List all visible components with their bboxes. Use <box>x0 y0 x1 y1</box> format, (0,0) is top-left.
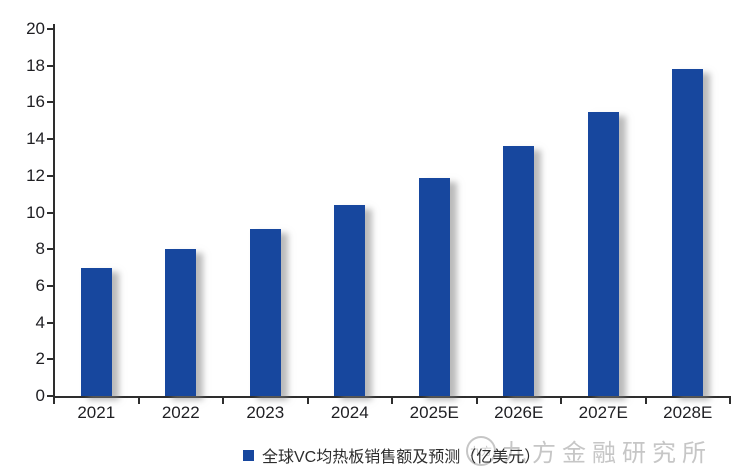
y-tick <box>47 64 54 67</box>
bar-2027E <box>587 111 619 396</box>
x-tick-label-2023: 2023 <box>246 403 285 422</box>
legend-marker-icon <box>243 449 254 461</box>
x-tick-label-2027E: 2027E <box>578 403 628 422</box>
bar-2028E <box>672 69 704 396</box>
y-tick-label: 2 <box>35 349 45 369</box>
y-axis-line <box>53 24 55 398</box>
x-tick-label-2022: 2022 <box>161 403 200 422</box>
y-tick <box>47 395 54 397</box>
y-tick <box>47 101 54 104</box>
y-tick-label: 10 <box>26 202 45 222</box>
bar-2025E <box>418 177 450 396</box>
y-tick-label: 12 <box>26 165 45 185</box>
watermark-logo-text: 九方 <box>470 445 492 458</box>
x-tick <box>560 398 562 404</box>
bar-2023 <box>249 229 281 396</box>
y-tick-label: 8 <box>35 239 45 259</box>
x-tick-label-2028E: 2028E <box>663 403 713 422</box>
x-tick <box>222 398 224 404</box>
x-tick-label-2025E: 2025E <box>409 403 459 422</box>
legend-label: 全球VC均热板销售额及预测（亿美元） <box>262 449 541 466</box>
y-tick-label: 4 <box>35 312 45 332</box>
bar-2022 <box>165 249 197 396</box>
bar-2021 <box>80 267 112 396</box>
x-axis-line <box>53 396 731 398</box>
watermark: 九方 九方金融研究所 <box>466 433 712 468</box>
legend: 全球VC均热板销售额及预测（亿美元） <box>243 443 540 467</box>
y-tick-label: 6 <box>35 275 45 295</box>
x-tick <box>137 398 140 404</box>
watermark-text: 九方金融研究所 <box>502 440 712 467</box>
y-tick-label: 18 <box>26 55 45 75</box>
x-tick <box>475 398 478 404</box>
y-tick <box>47 174 54 177</box>
y-tick <box>47 321 54 324</box>
y-tick <box>47 248 54 251</box>
y-tick-label: 0 <box>35 386 45 405</box>
y-tick <box>47 28 54 30</box>
x-tick-label-2021: 2021 <box>77 403 116 422</box>
y-tick <box>47 284 54 287</box>
bar-2024 <box>334 205 366 396</box>
x-tick <box>729 398 731 404</box>
x-tick <box>644 398 647 404</box>
y-tick-label: 20 <box>26 19 45 38</box>
x-tick <box>53 398 55 404</box>
watermark-logo-icon: 九方 <box>466 435 496 466</box>
x-tick <box>306 398 309 404</box>
y-tick <box>47 358 54 361</box>
y-tick <box>47 138 54 141</box>
x-tick <box>391 398 393 404</box>
y-tick <box>47 211 54 214</box>
y-tick-label: 14 <box>26 129 45 149</box>
bar-2026E <box>503 146 535 396</box>
x-tick-label-2026E: 2026E <box>494 403 544 422</box>
y-tick-label: 16 <box>26 92 45 112</box>
x-tick-label-2024: 2024 <box>330 403 369 422</box>
